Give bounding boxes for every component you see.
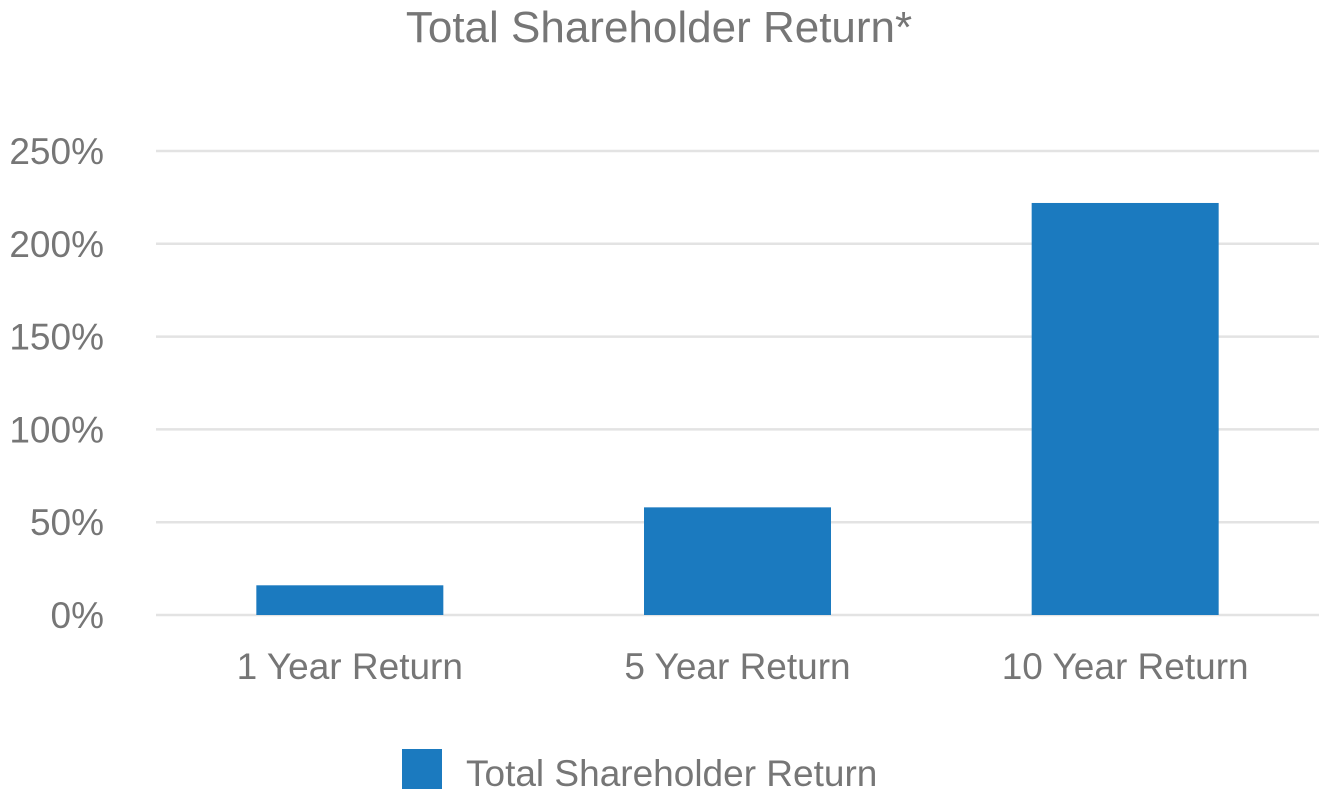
y-tick-label: 200%	[9, 224, 104, 265]
x-category-label: 1 Year Return	[237, 646, 463, 687]
y-tick-label: 50%	[30, 502, 104, 543]
bar	[1031, 202, 1219, 615]
x-category-label: 10 Year Return	[1002, 646, 1249, 687]
y-tick-label: 250%	[9, 131, 104, 172]
y-tick-label: 150%	[9, 317, 104, 358]
bar	[256, 585, 444, 615]
legend: Total Shareholder Return	[402, 749, 877, 794]
bar	[644, 507, 831, 615]
x-axis-category-labels: 1 Year Return 5 Year Return 10 Year Return	[237, 646, 1249, 687]
y-axis-tick-labels: 0% 50% 100% 150% 200% 250%	[9, 131, 104, 636]
chart-title: Total Shareholder Return*	[406, 3, 912, 52]
y-tick-label: 100%	[9, 409, 104, 450]
x-category-label: 5 Year Return	[624, 646, 850, 687]
bars	[256, 202, 1219, 615]
legend-swatch	[402, 749, 442, 789]
legend-label: Total Shareholder Return	[466, 753, 877, 794]
y-tick-label: 0%	[51, 595, 104, 636]
